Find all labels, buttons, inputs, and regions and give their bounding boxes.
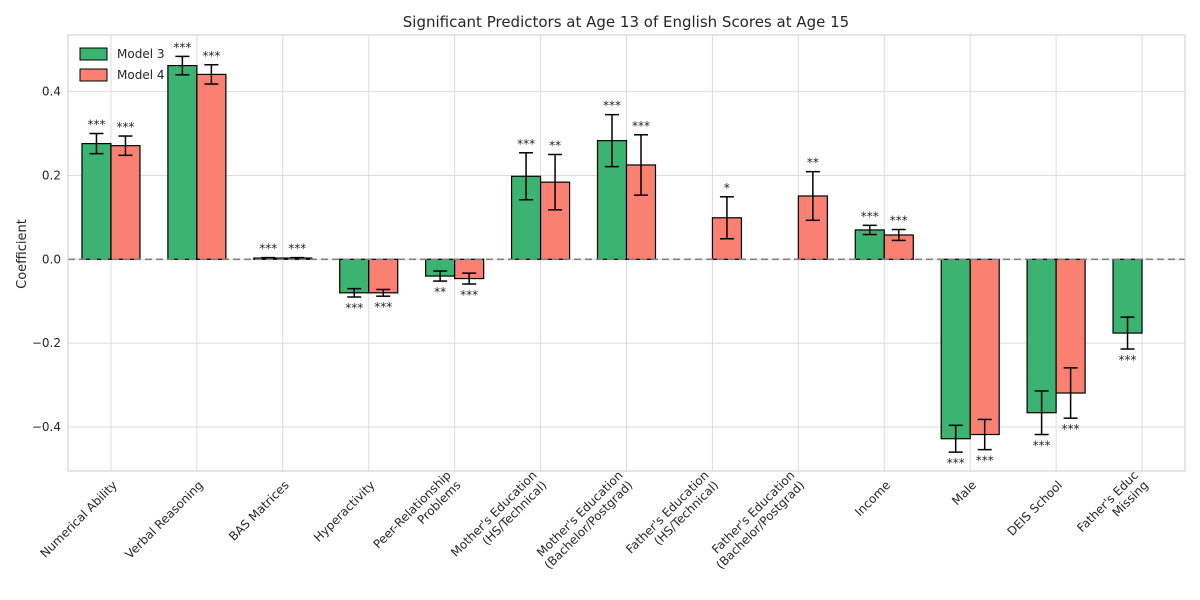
y-tick-label: −0.2: [32, 336, 61, 350]
significance-label: ***: [861, 209, 879, 223]
significance-label: ***: [947, 456, 965, 470]
significance-label: ***: [632, 119, 650, 133]
plot-area: ****************************************…: [81, 40, 1143, 470]
legend-label: Model 4: [117, 68, 164, 82]
bar: [196, 73, 227, 260]
significance-label: ***: [202, 49, 220, 63]
significance-label: ***: [976, 454, 994, 468]
plot-frame: [67, 34, 1186, 472]
y-axis-label: Coefficient: [15, 219, 30, 289]
significance-label: ***: [1062, 422, 1080, 436]
significance-label: ***: [460, 288, 478, 302]
bar: [1026, 258, 1057, 414]
significance-label: ***: [603, 99, 621, 113]
significance-label: **: [807, 156, 819, 170]
legend: Model 3 Model 4: [79, 47, 164, 82]
significance-label: **: [549, 138, 561, 152]
bar: [969, 258, 1000, 436]
bar: [940, 258, 971, 440]
significance-label: ***: [288, 242, 306, 256]
significance-label: ***: [517, 137, 535, 151]
bar: [368, 258, 399, 294]
bar: [339, 258, 370, 294]
significance-label: ***: [374, 300, 392, 314]
significance-label: ***: [1119, 353, 1137, 367]
chart-title: Significant Predictors at Age 13 of Engl…: [403, 13, 849, 31]
y-tick-label: 0.2: [42, 168, 61, 182]
bar: [167, 65, 198, 260]
bar: [81, 142, 112, 260]
bar: [110, 145, 141, 260]
significance-label: **: [434, 285, 446, 299]
legend-label: Model 3: [117, 47, 164, 61]
y-tick-label: −0.4: [32, 420, 61, 434]
significance-label: ***: [116, 120, 134, 134]
significance-label: *: [724, 181, 730, 195]
significance-label: ***: [87, 118, 105, 132]
significance-label: ***: [1033, 439, 1051, 453]
significance-label: ***: [890, 214, 908, 228]
significance-label: ***: [173, 40, 191, 54]
y-tick-label: 0.0: [42, 252, 61, 266]
significance-label: ***: [345, 301, 363, 315]
legend-swatch: [79, 47, 108, 61]
legend-swatch: [79, 68, 108, 82]
y-tick-label: 0.4: [42, 85, 61, 99]
significance-label: ***: [259, 242, 277, 256]
